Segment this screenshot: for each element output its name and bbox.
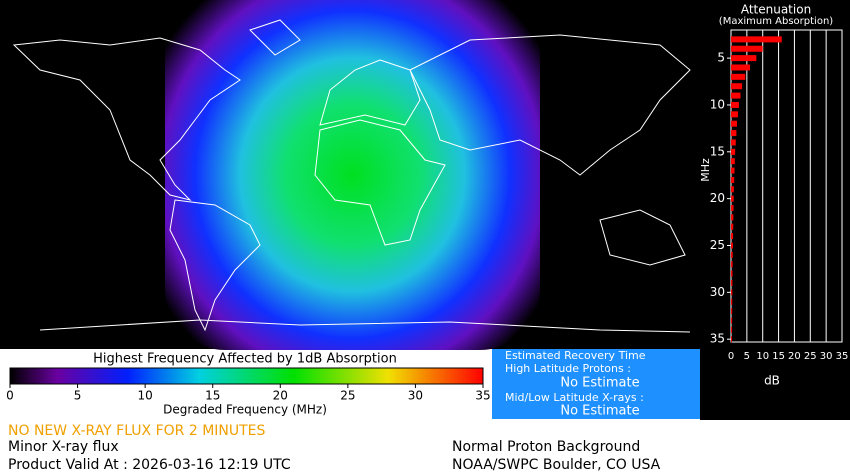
x-tick-label: 30: [820, 351, 833, 362]
y-tick-label: 15: [710, 144, 725, 158]
y-tick-label: 5: [717, 51, 725, 65]
x-tick-label: 10: [756, 351, 769, 362]
x-tick-label: 5: [744, 351, 750, 362]
bar: [731, 317, 733, 324]
colorbar-tick-label: 25: [340, 389, 355, 403]
bar: [731, 101, 739, 108]
alert-text: NO NEW X-RAY FLUX FOR 2 MINUTES: [8, 423, 266, 439]
bar: [731, 289, 733, 296]
bar: [731, 148, 736, 155]
colorbar-label: Degraded Frequency (MHz): [163, 403, 327, 417]
bar: [731, 214, 734, 221]
absorption-region: [165, 0, 540, 350]
colorbar-tick-label: 35: [475, 389, 490, 403]
chart-subtitle: (Maximum Absorption): [719, 16, 833, 27]
bar: [731, 36, 782, 43]
bar: [731, 233, 734, 240]
recovery-high-value: No Estimate: [560, 376, 639, 391]
x-tick-label: 25: [804, 351, 817, 362]
x-tick-label: 0: [728, 351, 734, 362]
bar: [731, 130, 737, 137]
bar: [731, 139, 736, 146]
colorbar-tick-label: 30: [408, 389, 423, 403]
colorbar-title: Highest Frequency Affected by 1dB Absorp…: [93, 352, 397, 367]
bar: [731, 223, 734, 230]
x-axis-label: dB: [764, 374, 780, 388]
bar: [731, 298, 733, 305]
bar: [731, 45, 763, 52]
coastlines: [12, 19, 691, 333]
chart-background: [700, 0, 850, 420]
colorbar-tick-label: 0: [6, 389, 14, 403]
bar: [731, 73, 746, 80]
recovery-mid-label: Mid/Low Latitude X-rays :: [505, 391, 644, 404]
y-tick-label: 35: [710, 332, 725, 346]
x-tick-label: 35: [836, 351, 849, 362]
recovery-high-label: High Latitude Protons :: [505, 362, 631, 375]
recovery-box: [492, 349, 700, 419]
source: NOAA/SWPC Boulder, CO USA: [452, 457, 661, 473]
valid-time: Product Valid At : 2026-03-16 12:19 UTC: [8, 457, 291, 473]
colorbar-tick-label: 10: [138, 389, 153, 403]
bar: [731, 251, 733, 258]
colorbar-tick-label: 5: [74, 389, 82, 403]
bar: [731, 64, 751, 71]
recovery-title: Estimated Recovery Time: [505, 349, 646, 362]
bar: [731, 92, 741, 99]
bar: [731, 83, 743, 90]
bar: [731, 270, 733, 277]
x-tick-label: 15: [772, 351, 785, 362]
xray-status: Minor X-ray flux: [8, 439, 119, 455]
bar: [731, 186, 734, 193]
y-axis-label: MHz: [699, 158, 712, 182]
bar: [731, 195, 734, 202]
bar: [731, 205, 734, 212]
colorbar: [9, 367, 484, 385]
bar: [731, 111, 738, 118]
y-tick-label: 30: [710, 285, 725, 299]
y-tick-label: 25: [710, 238, 725, 252]
bar: [731, 158, 735, 165]
bar: [731, 261, 733, 268]
y-tick-label: 20: [710, 191, 725, 205]
bar: [731, 336, 733, 343]
colorbar-tick-label: 15: [205, 389, 220, 403]
bar: [731, 55, 757, 62]
recovery-mid-value: No Estimate: [560, 404, 639, 419]
proton-status: Normal Proton Background: [452, 439, 640, 455]
bar: [731, 176, 735, 183]
bar: [731, 120, 738, 127]
bar: [731, 326, 733, 333]
bar: [731, 242, 733, 249]
bar: [731, 279, 733, 286]
chart-title: Attenuation: [741, 3, 811, 17]
x-tick-label: 20: [788, 351, 801, 362]
bar: [731, 167, 735, 174]
colorbar-tick-label: 20: [273, 389, 288, 403]
y-tick-label: 10: [710, 97, 725, 111]
bar: [731, 308, 733, 315]
